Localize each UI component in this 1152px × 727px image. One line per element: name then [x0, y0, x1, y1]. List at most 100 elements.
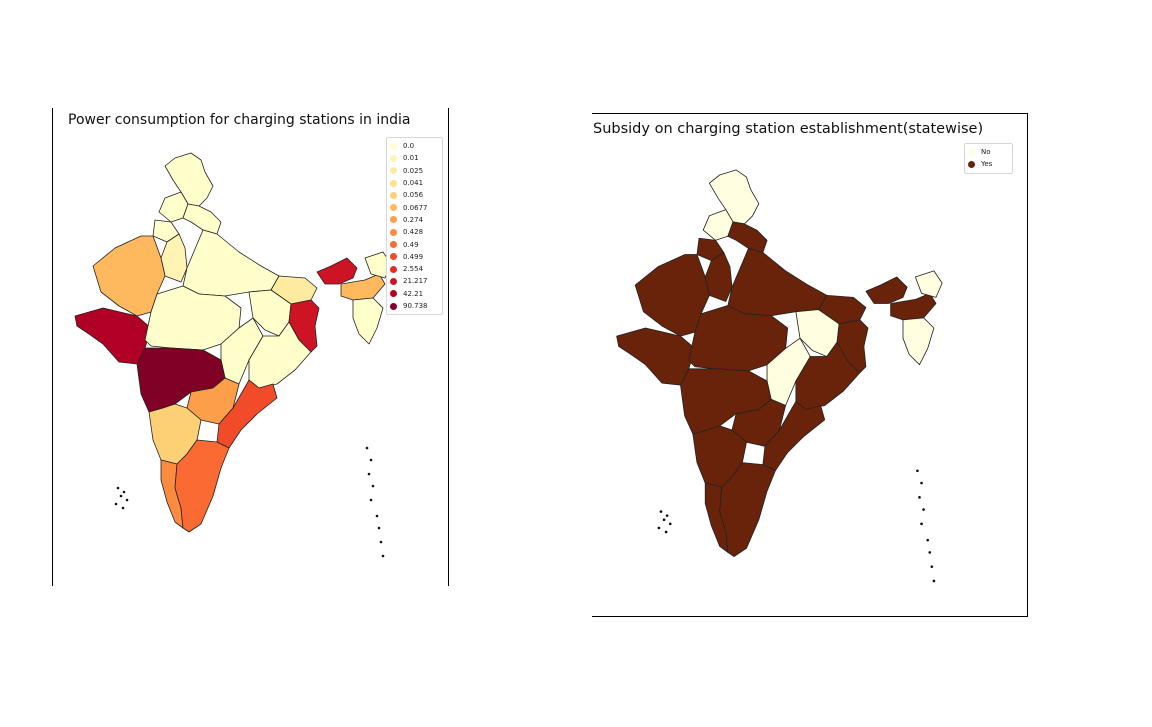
- island-mark: [920, 481, 923, 485]
- legend-label: 0.056: [403, 191, 424, 200]
- legend-entry: 42.21: [390, 288, 438, 300]
- legend-entry: 21.217: [390, 275, 438, 287]
- island-mark: [926, 538, 930, 542]
- legend-label: 0.01: [403, 154, 419, 163]
- island-mark: [114, 502, 118, 506]
- legend-entry: Yes: [968, 158, 1008, 170]
- legend-label: 21.217: [403, 277, 428, 286]
- legend-swatch: [968, 148, 975, 156]
- power-consumption-map-panel: Power consumption for charging stations …: [52, 108, 449, 586]
- island-mark: [122, 490, 126, 494]
- legend-label: 42.21: [403, 289, 424, 298]
- legend-swatch: [390, 277, 397, 285]
- region-rajasthan: [634, 254, 710, 337]
- legend-swatch: [390, 204, 397, 212]
- region-assam: [340, 273, 386, 301]
- legend-swatch: [390, 241, 397, 249]
- region-sikkim-region: [316, 257, 358, 285]
- island-mark: [918, 495, 921, 499]
- legend-swatch: [390, 253, 397, 261]
- region-tamil-nadu: [719, 462, 776, 557]
- legend-label: No: [981, 148, 991, 157]
- legend-entry: 0.0677: [390, 201, 438, 213]
- island-mark: [932, 579, 936, 583]
- india-choropleth-map: [74, 152, 392, 558]
- region-odisha: [248, 321, 312, 389]
- legend-swatch: [968, 160, 975, 168]
- legend-swatch: [390, 265, 397, 273]
- region-uttarakhand: [182, 203, 222, 235]
- map-legend: No Yes: [964, 143, 1013, 174]
- island-mark: [920, 522, 923, 526]
- region-uttarakhand: [727, 221, 768, 253]
- subsidy-map-panel: Subsidy on charging station establishmen…: [592, 113, 1028, 617]
- region-assam: [890, 292, 937, 321]
- legend-label: 2.554: [403, 265, 424, 274]
- legend-entry: 0.01: [390, 152, 438, 164]
- legend-label: 0.0: [403, 142, 415, 151]
- legend-entry: No: [968, 146, 1008, 158]
- legend-swatch: [390, 191, 397, 199]
- legend-label: 0.274: [403, 215, 424, 224]
- region-northeast: [902, 317, 935, 366]
- legend-label: Yes: [981, 160, 993, 169]
- legend-entry: 0.274: [390, 214, 438, 226]
- legend-swatch: [390, 179, 397, 187]
- region-odisha: [795, 341, 861, 411]
- map-title: Subsidy on charging station establishmen…: [593, 121, 984, 137]
- legend-label: 0.041: [403, 179, 424, 188]
- legend-swatch: [390, 216, 397, 224]
- island-mark: [116, 486, 120, 490]
- legend-entry: 2.554: [390, 263, 438, 275]
- island-mark: [125, 498, 129, 502]
- region-northeast: [352, 297, 384, 345]
- island-mark: [369, 458, 373, 462]
- island-mark: [662, 518, 666, 522]
- legend-entry: 90.738: [390, 300, 438, 312]
- map-legend: 0.0 0.01 0.025 0.041 0.056 0.0677 0.274 0.428 0.…: [386, 137, 443, 316]
- region-gujarat: [616, 327, 696, 386]
- island-mark: [365, 446, 369, 450]
- region-rajasthan: [92, 235, 166, 317]
- island-mark: [371, 484, 375, 488]
- region-tamil-nadu: [174, 439, 230, 533]
- legend-entry: 0.041: [390, 177, 438, 189]
- island-mark: [121, 506, 125, 510]
- legend-label: 0.49: [403, 240, 419, 249]
- island-mark: [664, 530, 668, 534]
- island-mark: [375, 514, 379, 518]
- legend-label: 0.428: [403, 228, 424, 237]
- island-mark: [659, 510, 663, 513]
- legend-entry: 0.49: [390, 238, 438, 250]
- island-mark: [381, 554, 385, 558]
- legend-swatch: [390, 142, 397, 150]
- island-mark: [377, 526, 381, 530]
- island-mark: [930, 565, 934, 569]
- island-mark: [668, 522, 672, 526]
- island-mark: [119, 494, 123, 498]
- legend-swatch: [390, 228, 397, 236]
- region-gujarat: [74, 307, 152, 365]
- legend-swatch: [390, 302, 397, 310]
- island-mark: [369, 498, 373, 502]
- legend-swatch: [390, 290, 397, 298]
- legend-label: 0.499: [403, 252, 424, 261]
- india-subsidy-map: [616, 169, 943, 583]
- map-title: Power consumption for charging stations …: [68, 112, 411, 128]
- legend-entry: 0.428: [390, 226, 438, 238]
- legend-entry: 0.025: [390, 165, 438, 177]
- island-mark: [665, 514, 669, 518]
- region-uttar-pradesh: [182, 229, 280, 297]
- region-uttar-pradesh: [727, 248, 828, 317]
- legend-entry: 0.499: [390, 251, 438, 263]
- island-mark: [657, 526, 661, 530]
- legend-label: 0.025: [403, 166, 424, 175]
- legend-swatch: [390, 154, 397, 162]
- island-mark: [922, 508, 925, 511]
- island-mark: [367, 472, 371, 476]
- legend-entry: 0.056: [390, 189, 438, 201]
- legend-label: 90.738: [403, 302, 428, 310]
- legend-swatch: [390, 167, 397, 175]
- legend-label: 0.0677: [403, 203, 428, 212]
- island-mark: [928, 551, 932, 554]
